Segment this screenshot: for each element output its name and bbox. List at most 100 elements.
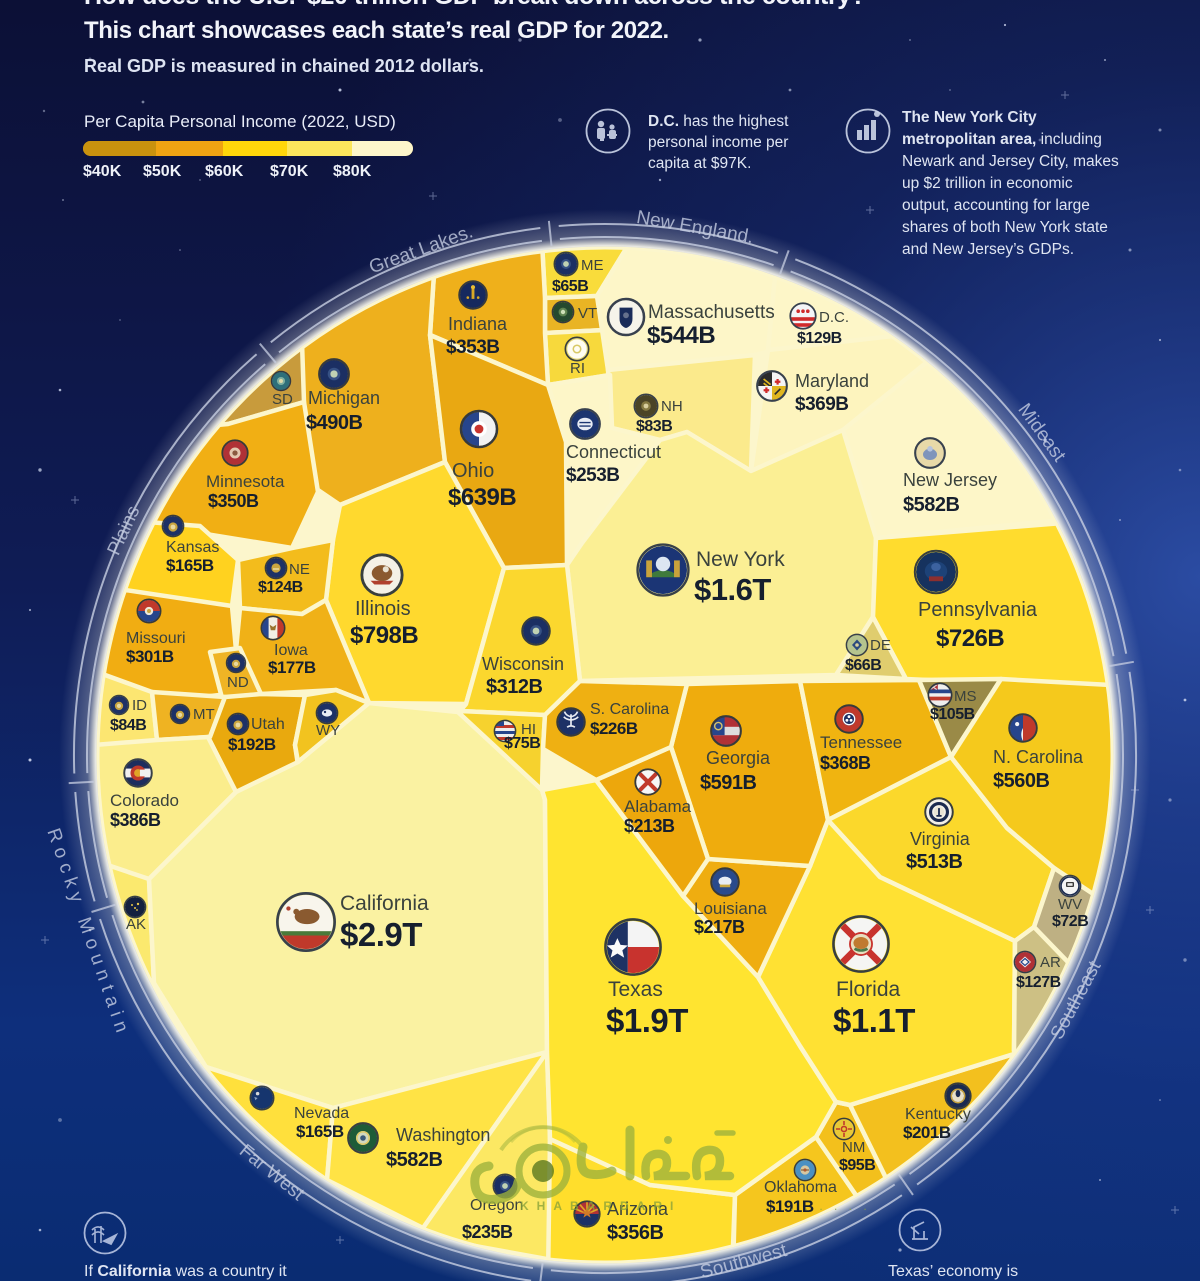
svg-text:Kansas: Kansas — [166, 539, 219, 556]
svg-text:KHABARDARI: KHABARDARI — [520, 1199, 681, 1213]
svg-text:$84B: $84B — [110, 717, 146, 734]
svg-text:$490B: $490B — [306, 412, 362, 434]
svg-text:$235B: $235B — [462, 1222, 513, 1242]
svg-text:$72B: $72B — [1052, 913, 1088, 930]
svg-text:HI: HI — [521, 721, 536, 738]
svg-text:$350B: $350B — [208, 491, 259, 511]
svg-text:D.C.: D.C. — [819, 309, 849, 326]
svg-text:Massachusetts: Massachusetts — [648, 302, 775, 323]
svg-text:Iowa: Iowa — [274, 642, 308, 659]
svg-text:RI: RI — [570, 360, 585, 377]
svg-text:shares of both New York state: shares of both New York state — [902, 219, 1108, 236]
svg-text:$66B: $66B — [845, 657, 881, 674]
svg-text:Arizona: Arizona — [607, 1199, 669, 1219]
svg-text:$70K: $70K — [270, 163, 309, 180]
svg-text:NM: NM — [842, 1139, 865, 1156]
svg-text:Texas’ economy is: Texas’ economy is — [888, 1263, 1018, 1280]
svg-text:AK: AK — [126, 916, 146, 933]
svg-text:Tennessee: Tennessee — [820, 733, 902, 752]
svg-text:$1.6T: $1.6T — [694, 572, 771, 607]
svg-text:$368B: $368B — [820, 753, 871, 773]
svg-text:$95B: $95B — [839, 1157, 875, 1174]
svg-text:$124B: $124B — [258, 579, 303, 596]
svg-text:$253B: $253B — [566, 465, 620, 486]
svg-text:Alabama: Alabama — [624, 797, 692, 816]
svg-text:Connecticut: Connecticut — [566, 442, 661, 462]
svg-text:metropolitan area, including: metropolitan area, including — [902, 131, 1102, 148]
svg-text:Wisconsin: Wisconsin — [482, 654, 564, 674]
svg-text:$40K: $40K — [83, 163, 122, 180]
svg-text:$65B: $65B — [552, 278, 588, 295]
svg-text:$386B: $386B — [110, 810, 161, 830]
svg-text:$129B: $129B — [797, 330, 842, 347]
svg-text:S. Carolina: S. Carolina — [590, 701, 669, 718]
svg-text:Florida: Florida — [836, 978, 901, 1001]
svg-text:personal income per: personal income per — [648, 134, 788, 151]
svg-text:$560B: $560B — [993, 770, 1049, 792]
svg-text:ND: ND — [227, 674, 249, 691]
svg-text:California: California — [340, 892, 429, 915]
svg-text:Per Capita Personal Income (20: Per Capita Personal Income (2022, USD) — [84, 112, 396, 131]
svg-text:How does the U.S.’ $20 trillio: How does the U.S.’ $20 trillion GDP brea… — [84, 0, 866, 10]
svg-text:$726B: $726B — [936, 625, 1004, 652]
svg-text:$192B: $192B — [228, 735, 276, 754]
svg-text:$60K: $60K — [205, 163, 244, 180]
svg-text:AR: AR — [1040, 954, 1061, 971]
svg-text:$312B: $312B — [486, 676, 542, 698]
svg-text:$369B: $369B — [795, 394, 849, 415]
svg-text:$2.9T: $2.9T — [340, 916, 422, 953]
svg-text:Louisiana: Louisiana — [694, 899, 767, 918]
svg-text:$544B: $544B — [647, 322, 715, 349]
svg-text:$80K: $80K — [333, 163, 372, 180]
svg-text:Utah: Utah — [251, 716, 285, 733]
svg-text:$513B: $513B — [906, 851, 962, 873]
svg-text:This chart showcases each stat: This chart showcases each state’s real G… — [84, 17, 669, 44]
svg-text:New York: New York — [696, 548, 785, 571]
svg-text:$201B: $201B — [903, 1123, 951, 1142]
svg-text:If California was a country it: If California was a country it — [84, 1263, 287, 1280]
svg-text:$165B: $165B — [296, 1122, 344, 1141]
svg-text:DE: DE — [870, 637, 891, 654]
svg-text:Michigan: Michigan — [308, 388, 380, 408]
svg-text:Oklahoma: Oklahoma — [764, 1179, 837, 1196]
svg-text:WY: WY — [316, 722, 340, 739]
svg-text:Colorado: Colorado — [110, 791, 179, 810]
svg-text:$177B: $177B — [268, 658, 316, 677]
svg-text:Ohio: Ohio — [452, 460, 494, 482]
svg-text:$105B: $105B — [930, 706, 975, 723]
svg-text:$213B: $213B — [624, 816, 675, 836]
svg-text:Real GDP is measured in chaine: Real GDP is measured in chained 2012 dol… — [84, 56, 484, 76]
svg-text:Maryland: Maryland — [795, 371, 869, 391]
svg-text:Indiana: Indiana — [448, 314, 508, 334]
svg-text:$83B: $83B — [636, 418, 672, 435]
svg-text:SD: SD — [272, 391, 293, 408]
svg-text:and New Jersey’s GDPs.: and New Jersey’s GDPs. — [902, 241, 1074, 258]
svg-text:$226B: $226B — [590, 719, 638, 738]
svg-text:$582B: $582B — [903, 494, 959, 516]
svg-text:New Jersey: New Jersey — [903, 470, 997, 490]
svg-text:ME: ME — [581, 257, 604, 274]
svg-text:$582B: $582B — [386, 1149, 442, 1171]
svg-text:. . . . . .: . . . . . . — [790, 1199, 871, 1213]
svg-text:Illinois: Illinois — [355, 598, 411, 620]
svg-text:Georgia: Georgia — [706, 748, 771, 768]
svg-text:$798B: $798B — [350, 622, 418, 649]
svg-text:capita at $97K.: capita at $97K. — [648, 155, 751, 172]
svg-text:$1.1T: $1.1T — [833, 1002, 915, 1039]
svg-text:Missouri: Missouri — [126, 630, 186, 647]
svg-text:Virginia: Virginia — [910, 829, 971, 849]
svg-text:$639B: $639B — [448, 484, 516, 511]
svg-text:output, accounting for large: output, accounting for large — [902, 197, 1090, 214]
svg-text:VT: VT — [578, 305, 597, 322]
svg-text:D.C. has the highest: D.C. has the highest — [648, 113, 789, 130]
svg-text:NE: NE — [289, 561, 310, 578]
svg-text:$75B: $75B — [504, 735, 540, 752]
svg-text:$191B: $191B — [766, 1197, 814, 1216]
svg-text:$301B: $301B — [126, 647, 174, 666]
svg-text:$127B: $127B — [1016, 974, 1061, 991]
svg-text:$165B: $165B — [166, 556, 214, 575]
svg-text:Texas: Texas — [608, 978, 663, 1001]
svg-text:Kentucky: Kentucky — [905, 1106, 971, 1123]
svg-text:Pennsylvania: Pennsylvania — [918, 599, 1038, 621]
svg-text:ID: ID — [132, 697, 147, 714]
